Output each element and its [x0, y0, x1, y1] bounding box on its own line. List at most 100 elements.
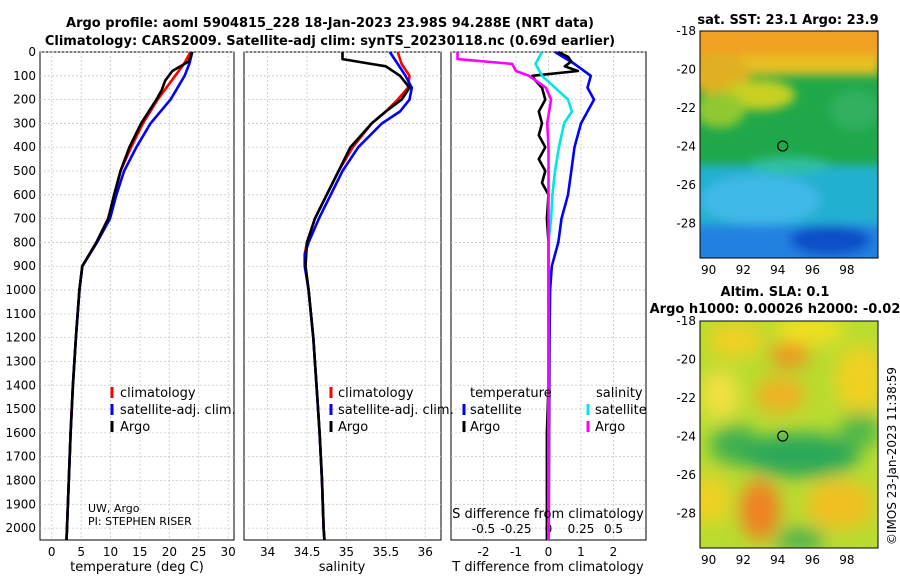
x-tick-label: -1 — [510, 545, 522, 559]
x-tick-label: 10 — [103, 545, 118, 559]
sla-map-subtitle: Argo h1000: 0.00026 h2000: -0.02 — [650, 302, 900, 317]
s-tick-label: 0.25 — [568, 522, 595, 536]
map-x-tick-label: 90 — [701, 553, 716, 567]
x-tick-label: 25 — [191, 545, 206, 559]
map-x-tick-label: 94 — [770, 553, 785, 567]
series-temperature-satellite — [547, 50, 596, 541]
series-argo — [304, 52, 411, 541]
depth-tick-label: 400 — [13, 140, 36, 154]
depth-tick-label: 700 — [13, 212, 36, 226]
sla-argo-marker — [777, 430, 789, 442]
s-tick-label: -0.5 — [472, 522, 495, 536]
legend-clim-label: climatology — [338, 386, 414, 401]
map-y-tick-label: -26 — [676, 178, 696, 192]
x-tick-label: 35 — [339, 545, 354, 559]
pi-note-line-2: PI: STEPHEN RISER — [88, 515, 192, 528]
x-tick-label: 15 — [132, 545, 147, 559]
legend-temp-sat-label: satellite — [470, 403, 522, 418]
sla-map-frame — [699, 320, 879, 549]
x-tick-label: 34.5 — [294, 545, 321, 559]
legend-temp-heading: temperature — [470, 386, 552, 401]
grid-layer — [40, 51, 646, 540]
sst-map-frame — [699, 30, 879, 259]
depth-tick-label: 500 — [13, 164, 36, 178]
map-x-tick-label: 92 — [736, 553, 751, 567]
x-tick-label: -2 — [478, 545, 490, 559]
map-y-tick-label: -26 — [676, 468, 696, 482]
x-tick-label: 34 — [260, 545, 275, 559]
depth-tick-label: 1400 — [5, 378, 36, 392]
depth-tick-label: 800 — [13, 235, 36, 249]
legend-sal-sat-label: satellite — [595, 403, 647, 418]
map-y-tick-label: -24 — [676, 429, 696, 443]
x-tick-label: 36 — [418, 545, 433, 559]
s-tick-label: 0.5 — [604, 522, 623, 536]
imos-watermark: ©IMOS 23-Jan-2023 11:38:59 — [885, 367, 899, 545]
temperature-legend: climatology satellite-adj. clim. Argo — [110, 386, 236, 435]
map-x-tick-label: 98 — [839, 263, 854, 277]
map-x-tick-label: 96 — [805, 553, 820, 567]
sst-map-title: sat. SST: 23.1 Argo: 23.9 — [697, 13, 878, 28]
s-tick-label: -0.25 — [500, 522, 531, 536]
depth-tick-label: 1800 — [5, 473, 36, 487]
map-x-tick-label: 96 — [805, 263, 820, 277]
depth-tick-label: 200 — [13, 93, 36, 107]
series-climatology — [65, 51, 192, 541]
salinity-legend: climatology satellite-adj. clim. Argo — [329, 386, 454, 435]
depth-tick-label: 1700 — [5, 450, 36, 464]
temperature-xlabel: temperature (deg C) — [70, 560, 204, 575]
series-satellite-adj-clim- — [65, 51, 194, 541]
depth-tick-label: 1500 — [5, 402, 36, 416]
series-layer — [65, 50, 596, 541]
salinity-xlabel: salinity — [319, 560, 366, 575]
x-tick-label: 35.5 — [372, 545, 399, 559]
map-y-tick-label: -28 — [676, 506, 696, 520]
legend-sal-argo-label: Argo — [595, 420, 625, 435]
depth-tick-label: 600 — [13, 188, 36, 202]
depth-tick-label: 1300 — [5, 354, 36, 368]
title-line-1: Argo profile: aoml 5904815_228 18-Jan-20… — [66, 16, 594, 31]
map-y-tick-label: -20 — [676, 352, 696, 366]
depth-tick-label: 0 — [28, 45, 36, 59]
map-y-tick-label: -22 — [676, 391, 696, 405]
map-x-tick-label: 98 — [839, 553, 854, 567]
legend-sal-heading: salinity — [596, 386, 643, 401]
sla-map-title: Altim. SLA: 0.1 — [721, 285, 830, 300]
depth-tick-label: 300 — [13, 116, 36, 130]
sst-argo-marker — [777, 140, 789, 152]
sst-map-field — [700, 31, 878, 258]
x-tick-label: 0 — [545, 545, 553, 559]
depth-tick-label: 1900 — [5, 497, 36, 511]
depth-tick-label: 1600 — [5, 426, 36, 440]
pi-note-line-1: UW, Argo — [88, 502, 140, 515]
series-temperature-argo — [530, 50, 580, 540]
salinity-axes — [243, 51, 442, 541]
x-tick-label: 1 — [577, 545, 585, 559]
x-tick-label: 20 — [162, 545, 177, 559]
sla-map-field — [700, 321, 878, 548]
depth-tick-label: 1000 — [5, 283, 36, 297]
title-line-2: Climatology: CARS2009. Satellite-adj cli… — [45, 34, 615, 49]
x-tick-label: 2 — [610, 545, 618, 559]
x-tick-label: 0 — [48, 545, 56, 559]
legend-argo-label: Argo — [120, 420, 150, 435]
legend-temp-argo-label: Argo — [470, 420, 500, 435]
depth-tick-label: 100 — [13, 69, 36, 83]
map-y-tick-label: -18 — [676, 314, 696, 328]
depth-tick-label: 900 — [13, 259, 36, 273]
map-y-tick-label: -18 — [676, 24, 696, 38]
difference-legend: temperature salinity satellite Argo sate… — [462, 386, 647, 435]
map-y-tick-label: -22 — [676, 101, 696, 115]
map-y-tick-label: -20 — [676, 62, 696, 76]
x-tick-label: 30 — [220, 545, 235, 559]
map-x-tick-label: 90 — [701, 263, 716, 277]
depth-tick-label: 2000 — [5, 521, 36, 535]
legend-clim-label: climatology — [120, 386, 196, 401]
difference-xlabel: T difference from climatology — [451, 560, 644, 575]
x-tick-label: 5 — [77, 545, 85, 559]
map-y-tick-label: -24 — [676, 139, 696, 153]
series-salinity-argo — [456, 52, 553, 540]
depth-tick-label: 1200 — [5, 331, 36, 345]
legend-sat-label: satellite-adj. clim. — [120, 403, 236, 418]
